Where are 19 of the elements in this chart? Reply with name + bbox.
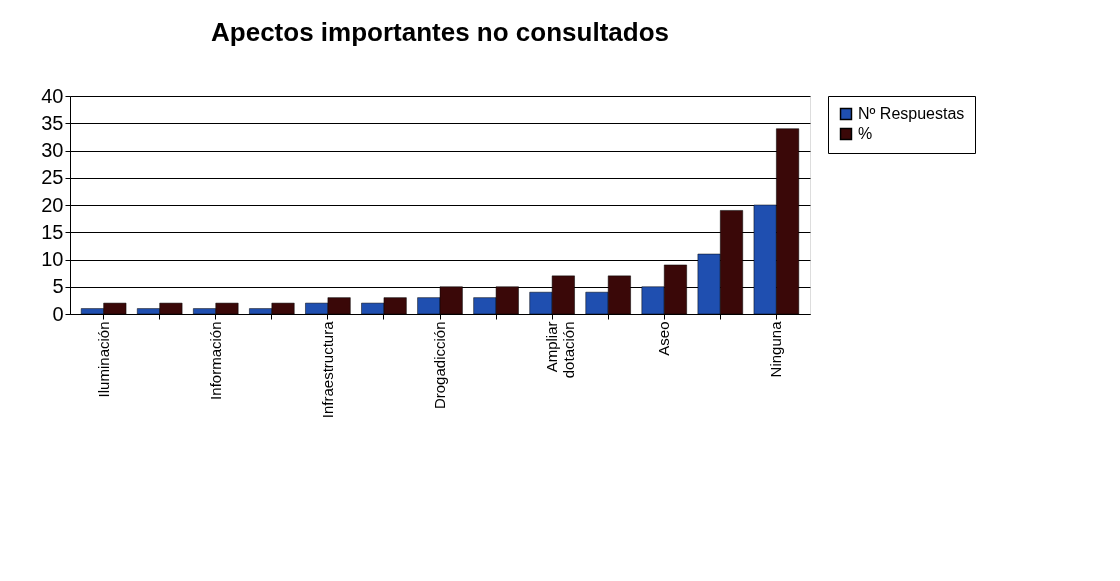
- y-tick-label: 20: [41, 193, 64, 216]
- x-tick-label: Iluminación: [94, 321, 112, 398]
- y-tick-label: 5: [52, 275, 64, 298]
- y-tick-label: 40: [41, 84, 64, 107]
- y-tick-label: 30: [41, 139, 64, 161]
- y-tick-label: 15: [41, 220, 64, 243]
- y-tick-label: 25: [41, 166, 64, 189]
- legend-label: Nº Respuestas: [858, 105, 965, 122]
- chart-title: Apectos importantes no consultados: [211, 17, 669, 47]
- x-tick-label: Ampliar dotación: [543, 321, 578, 379]
- y-tick-label: 35: [41, 111, 64, 134]
- x-tick-label: Información: [206, 321, 224, 400]
- x-tick-label: Ninguna: [767, 320, 785, 378]
- x-tick-label: Aseo: [655, 321, 673, 356]
- x-tick-label: Drogadicción: [431, 321, 448, 410]
- x-tick-label: Infraestructura: [318, 320, 336, 419]
- y-tick-label: 10: [41, 248, 64, 270]
- legend-label: %: [858, 125, 873, 142]
- y-tick-label: 0: [52, 302, 64, 325]
